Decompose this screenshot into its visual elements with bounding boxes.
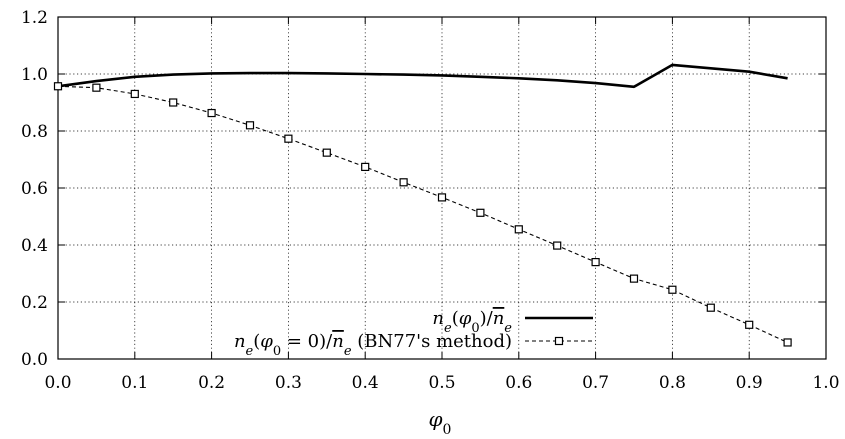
x-tick-label: 0.9 bbox=[736, 373, 763, 393]
series-1-line bbox=[57, 63, 788, 89]
series-2-point bbox=[668, 285, 677, 294]
x-tick-label: 0.5 bbox=[428, 373, 455, 393]
x-axis-label: φ0 bbox=[429, 407, 452, 438]
series-2-point bbox=[92, 83, 101, 92]
x-tick-label: 0.8 bbox=[659, 373, 686, 393]
series-2-point bbox=[322, 148, 331, 157]
series-2-point bbox=[207, 108, 216, 118]
series-layer bbox=[53, 63, 792, 347]
x-tick-label: 0.4 bbox=[352, 373, 379, 393]
y-tick-label: 1.2 bbox=[21, 8, 48, 28]
y-tick-label: 1.0 bbox=[21, 65, 48, 85]
series-2-point bbox=[169, 98, 178, 107]
y-tick-label: 0.8 bbox=[21, 122, 48, 142]
series-2-point bbox=[53, 82, 63, 91]
x-tick-label: 1.0 bbox=[812, 373, 839, 393]
series-2-point bbox=[130, 89, 139, 99]
y-tick-label: 0.6 bbox=[21, 179, 48, 199]
axis-ticks: 0.0 0.1 0.2 0.3 0.4 0.5 0.6 0.7 0.8 0.9 1.0 0.0 0.2 0… bbox=[21, 8, 840, 393]
x-tick-label: 0.1 bbox=[121, 373, 148, 393]
x-tick-label: 0.7 bbox=[582, 373, 609, 393]
legend-label-series-1: ne(φ0)/ne bbox=[432, 308, 512, 336]
y-tick-label: 0.0 bbox=[21, 350, 48, 370]
x-tick-label: 0.3 bbox=[275, 373, 302, 393]
series-2-point bbox=[706, 303, 715, 312]
series-2-point bbox=[783, 338, 792, 347]
y-tick-label: 0.2 bbox=[21, 293, 48, 313]
series-2-point bbox=[476, 208, 485, 217]
series-2-point bbox=[284, 134, 293, 143]
series-2-point bbox=[437, 193, 447, 202]
x-tick-label: 0.0 bbox=[44, 373, 71, 393]
legend-marker-series-2 bbox=[554, 336, 564, 346]
legend: ne(φ0)/ne ne(φ0 = 0)/ne (BN77's method) bbox=[234, 308, 593, 359]
series-2-point bbox=[553, 241, 562, 250]
series-2-point bbox=[514, 225, 523, 234]
x-tick-label: 0.2 bbox=[198, 373, 225, 393]
series-2-line bbox=[57, 85, 788, 343]
series-2-point bbox=[361, 162, 370, 172]
series-2-point bbox=[245, 121, 255, 130]
series-2-point bbox=[745, 320, 754, 329]
y-tick-label: 0.4 bbox=[21, 236, 48, 256]
series-2-point bbox=[591, 258, 600, 267]
legend-label-series-2: ne(φ0 = 0)/ne (BN77's method) bbox=[234, 331, 512, 359]
series-2-point bbox=[629, 274, 639, 283]
x-tick-label: 0.6 bbox=[505, 373, 532, 393]
series-2-point bbox=[399, 178, 408, 187]
